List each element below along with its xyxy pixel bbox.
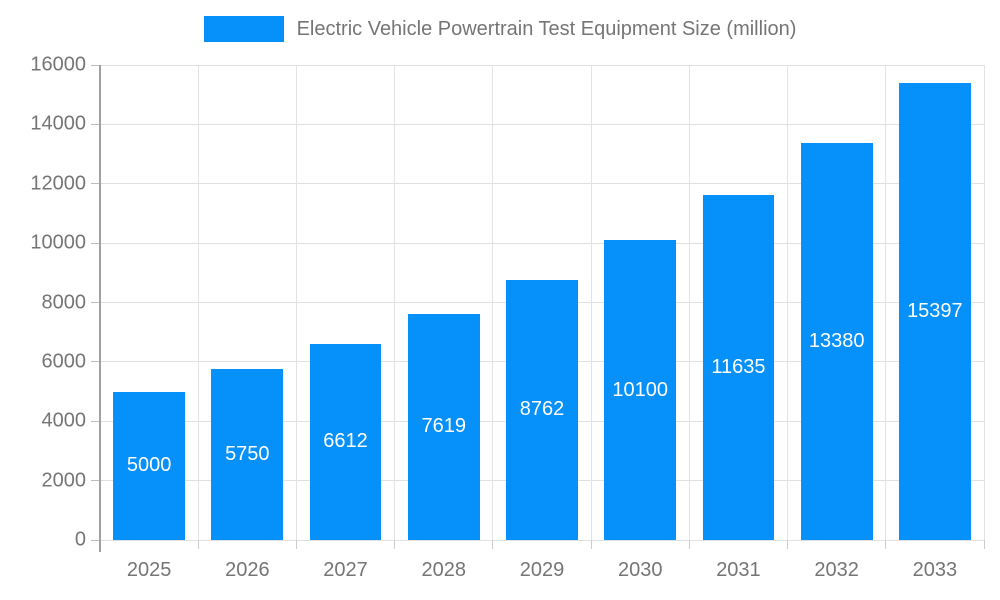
gridline-horizontal bbox=[100, 123, 984, 125]
y-axis-tick-label: 10000 bbox=[30, 231, 86, 254]
y-axis-tick bbox=[91, 361, 100, 363]
x-axis-tick bbox=[197, 540, 199, 549]
y-axis-tick bbox=[91, 64, 100, 66]
gridline-vertical bbox=[295, 65, 297, 540]
gridline-horizontal bbox=[100, 242, 984, 244]
bar-value-label: 15397 bbox=[907, 299, 963, 322]
gridline-vertical bbox=[197, 65, 199, 540]
gridline-vertical bbox=[394, 65, 396, 540]
y-axis-tick-label: 0 bbox=[74, 528, 86, 551]
bar: 8762 bbox=[506, 279, 578, 540]
y-axis-tick bbox=[91, 420, 100, 422]
x-axis-tick bbox=[885, 540, 887, 549]
x-axis-tick-label: 2033 bbox=[912, 559, 958, 581]
gridline-vertical bbox=[590, 65, 592, 540]
x-axis-tick bbox=[983, 540, 985, 549]
gridline-vertical bbox=[885, 65, 887, 540]
bar: 11635 bbox=[702, 194, 775, 540]
x-axis-tick bbox=[492, 540, 494, 549]
x-axis-tick-label: 2032 bbox=[814, 559, 859, 581]
x-axis-tick bbox=[688, 540, 690, 549]
bar: 5000 bbox=[113, 391, 185, 540]
chart-legend[interactable]: Electric Vehicle Powertrain Test Equipme… bbox=[0, 16, 1000, 42]
bar: 6612 bbox=[309, 343, 382, 540]
y-axis-tick bbox=[91, 242, 100, 244]
x-axis-tick bbox=[787, 540, 789, 549]
gridline-vertical bbox=[492, 65, 494, 540]
x-axis-tick-label: 2027 bbox=[323, 559, 368, 581]
bar-value-label: 6612 bbox=[323, 430, 368, 453]
plot-area: 0 2000 4000 6000 8000 10000 12000 14000 16000 500… bbox=[30, 54, 985, 581]
y-axis-tick-label: 14000 bbox=[30, 112, 86, 135]
gridline-vertical bbox=[787, 65, 789, 540]
bar: 15397 bbox=[899, 82, 971, 540]
x-axis-tick bbox=[394, 540, 396, 549]
gridline-horizontal bbox=[100, 539, 984, 541]
y-axis-tick-label: 6000 bbox=[41, 350, 87, 373]
x-axis-tick-label: 2025 bbox=[126, 559, 172, 581]
gridline-horizontal bbox=[100, 183, 984, 185]
x-axis-tick-label: 2026 bbox=[225, 559, 270, 581]
x-axis-tick-label: 2028 bbox=[421, 559, 467, 581]
y-axis-tick-label: 16000 bbox=[30, 53, 86, 76]
y-axis-tick-label: 4000 bbox=[41, 409, 87, 432]
gridline-horizontal bbox=[100, 64, 984, 66]
bar-value-label: 7619 bbox=[421, 415, 467, 438]
y-axis-tick bbox=[91, 123, 100, 125]
bar-value-label: 10100 bbox=[612, 378, 669, 401]
bar-value-label: 8762 bbox=[519, 398, 565, 421]
legend-label: Electric Vehicle Powertrain Test Equipme… bbox=[296, 17, 797, 40]
x-axis-tick-label: 2030 bbox=[617, 559, 663, 581]
bar: 5750 bbox=[211, 369, 284, 540]
bar-value-label: 5750 bbox=[225, 443, 270, 466]
bar: 7619 bbox=[407, 313, 480, 540]
x-axis-tick-label: 2029 bbox=[519, 559, 565, 581]
x-axis-tick bbox=[295, 540, 297, 549]
y-axis-tick bbox=[91, 480, 100, 482]
y-axis-tick bbox=[91, 539, 100, 541]
bar-value-label: 5000 bbox=[126, 454, 172, 477]
y-axis-line bbox=[99, 65, 101, 552]
gridline-vertical bbox=[983, 65, 985, 540]
x-axis-tick-label: 2031 bbox=[716, 559, 761, 581]
bar: 10100 bbox=[604, 240, 677, 540]
y-axis-tick-label: 12000 bbox=[30, 172, 86, 195]
gridline-vertical bbox=[688, 65, 690, 540]
x-axis-tick bbox=[590, 540, 592, 549]
bar-value-label: 13380 bbox=[808, 329, 865, 352]
bar-value-label: 11635 bbox=[711, 355, 766, 378]
y-axis-tick-label: 8000 bbox=[41, 291, 87, 313]
legend-swatch-icon bbox=[203, 16, 284, 42]
y-axis-tick bbox=[91, 183, 100, 185]
bar: 13380 bbox=[800, 142, 873, 540]
y-axis-tick-label: 2000 bbox=[41, 469, 87, 492]
y-axis-tick bbox=[91, 302, 100, 303]
